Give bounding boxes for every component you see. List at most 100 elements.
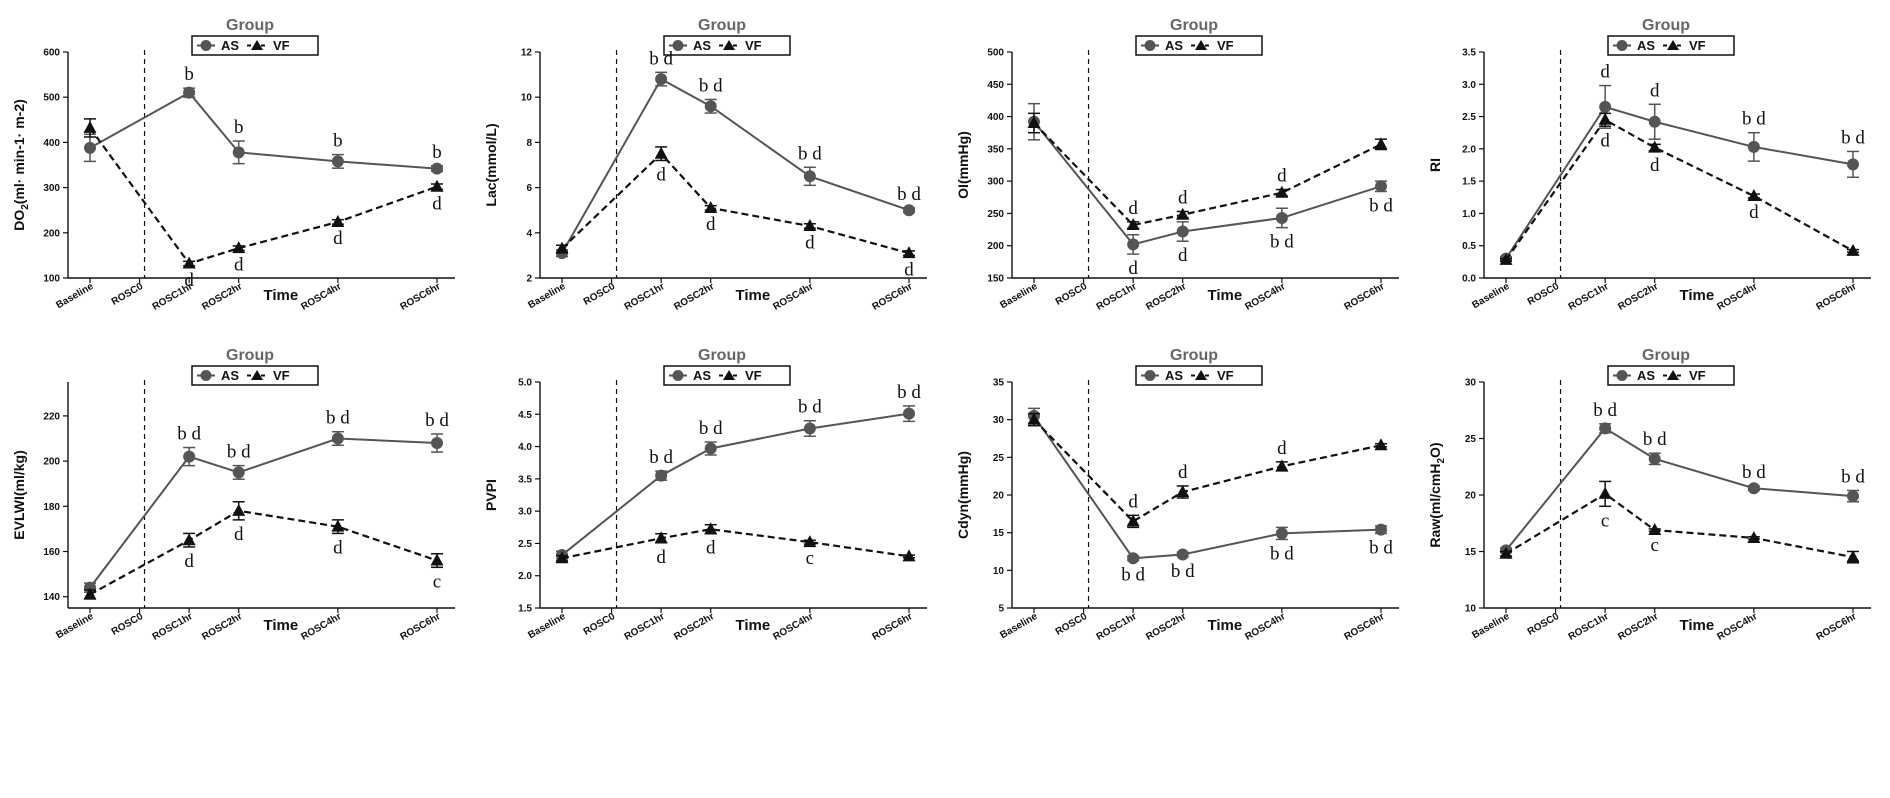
x-tick-label: Baseline — [526, 281, 568, 311]
series-as — [1500, 84, 1859, 265]
x-tick-label: ROSC1hr — [151, 611, 195, 643]
x-axis-title: Time — [263, 287, 298, 304]
y-tick-label: 2 — [526, 274, 532, 285]
legend: Group AS VF — [1135, 347, 1263, 386]
y-tick-label: 6 — [526, 183, 532, 194]
y-tick-label: 160 — [43, 547, 60, 558]
data-point-as — [903, 204, 915, 217]
data-point-vf — [1374, 137, 1388, 150]
data-point-vf — [1126, 514, 1140, 527]
data-point-as — [1747, 482, 1760, 495]
data-point-as — [1176, 225, 1189, 238]
chart-panel-lac: Group AS VF 2 4 6 8 10 12 Lac(mmol/L) Baseline ROSC… — [472, 0, 944, 330]
significance-label: d — [706, 538, 716, 559]
y-tick-label: 1.5 — [518, 604, 532, 615]
x-tick-label: ROSC2hr — [1616, 281, 1660, 313]
x-axis-title: Time — [1679, 617, 1714, 634]
x-axis-title: Time — [1207, 287, 1242, 304]
legend-label-vf: VF — [745, 368, 762, 383]
legend-as-circle-icon — [672, 370, 684, 381]
data-point-vf — [1648, 140, 1662, 153]
y-tick-label: 3.0 — [518, 507, 532, 518]
series-as — [1500, 422, 1859, 557]
legend-label-as: AS — [1637, 38, 1655, 53]
data-point-as — [331, 432, 344, 445]
legend-vf-triangle-icon — [723, 40, 735, 50]
y-tick-label: 10 — [521, 93, 533, 104]
data-point-vf — [902, 549, 916, 562]
significance-label: d — [1178, 462, 1188, 483]
data-point-as — [431, 437, 443, 450]
data-point-vf — [654, 146, 668, 159]
data-point-vf — [430, 179, 444, 192]
significance-label: b — [432, 142, 442, 163]
data-point-vf — [182, 256, 196, 269]
legend-vf-triangle-icon — [1195, 40, 1207, 50]
significance-label: d — [234, 254, 244, 275]
x-tick-label: ROSC2hr — [1144, 611, 1188, 643]
significance-label: b d — [897, 184, 921, 205]
legend: Group AS VF — [1607, 17, 1735, 56]
data-point-as — [704, 442, 717, 455]
series-line-as — [1033, 121, 1382, 246]
y-tick-label: 500 — [43, 93, 60, 104]
data-point-vf — [1846, 550, 1860, 563]
data-point-vf — [1176, 484, 1190, 497]
significance-label: b d — [1841, 466, 1865, 487]
series-vf — [555, 522, 916, 564]
x-tick-label: ROSC0 — [582, 611, 618, 638]
legend-title: Group — [698, 17, 746, 34]
x-tick-label: ROSC0 — [1054, 281, 1090, 308]
data-point-vf — [555, 551, 569, 564]
significance-label: d — [432, 193, 442, 214]
series-line-vf — [1505, 492, 1854, 559]
chart-svg-7: Group AS VF 10 15 20 25 30 Raw(ml/cmH2O) Baseline… — [1427, 347, 1871, 643]
significance-label: d — [1650, 80, 1660, 101]
data-point-vf — [1598, 112, 1612, 125]
x-axis-title: Time — [1207, 617, 1242, 634]
data-point-as — [1847, 490, 1859, 503]
legend-label-as: AS — [1165, 368, 1183, 383]
legend-vf-triangle-icon — [723, 370, 735, 380]
y-tick-label: 0.0 — [1462, 274, 1476, 285]
data-point-as — [1599, 100, 1612, 113]
series-as — [556, 405, 915, 562]
legend: Group AS VF — [663, 347, 791, 386]
data-point-as — [1275, 527, 1288, 540]
data-point-vf — [704, 522, 718, 535]
significance-label: b d — [425, 410, 449, 431]
y-tick-label: 10 — [993, 566, 1005, 577]
x-axis-title: Time — [735, 287, 770, 304]
significance-label: d — [1178, 187, 1188, 208]
series-line-vf — [89, 509, 438, 596]
legend: Group AS VF — [191, 17, 319, 56]
data-point-as — [1648, 115, 1661, 128]
significance-label: d — [1178, 245, 1188, 266]
data-point-as — [803, 422, 816, 435]
significance-label: b d — [1369, 537, 1393, 558]
y-tick-label: 3.5 — [518, 474, 532, 485]
data-point-as — [232, 466, 245, 479]
significance-label: d — [1600, 130, 1610, 151]
y-tick-label: 30 — [993, 415, 1005, 426]
significance-label: d — [333, 228, 343, 249]
significance-label: b d — [798, 397, 822, 418]
data-point-vf — [1747, 188, 1761, 201]
y-tick-label: 140 — [43, 592, 60, 603]
y-tick-label: 450 — [987, 80, 1004, 91]
y-tick-label: 400 — [987, 112, 1004, 123]
data-point-vf — [803, 535, 817, 548]
series-line-as — [1033, 415, 1382, 560]
chart-panel-raw: Group AS VF 10 15 20 25 30 Raw(ml/cmH2O) Baseline… — [1416, 330, 1888, 660]
data-point-as — [183, 86, 196, 99]
data-point-as — [1648, 452, 1661, 465]
data-point-vf — [83, 120, 97, 133]
chart-svg-6: Group AS VF 5 10 15 20 25 30 35 Cdyn(mmHg) Baseline… — [955, 347, 1399, 643]
significance-label: b d — [798, 143, 822, 164]
legend-as-circle-icon — [1144, 40, 1156, 51]
y-tick-label: 200 — [43, 457, 60, 468]
legend-as-circle-icon — [200, 370, 212, 381]
series-vf — [83, 501, 444, 600]
data-point-vf — [182, 533, 196, 546]
